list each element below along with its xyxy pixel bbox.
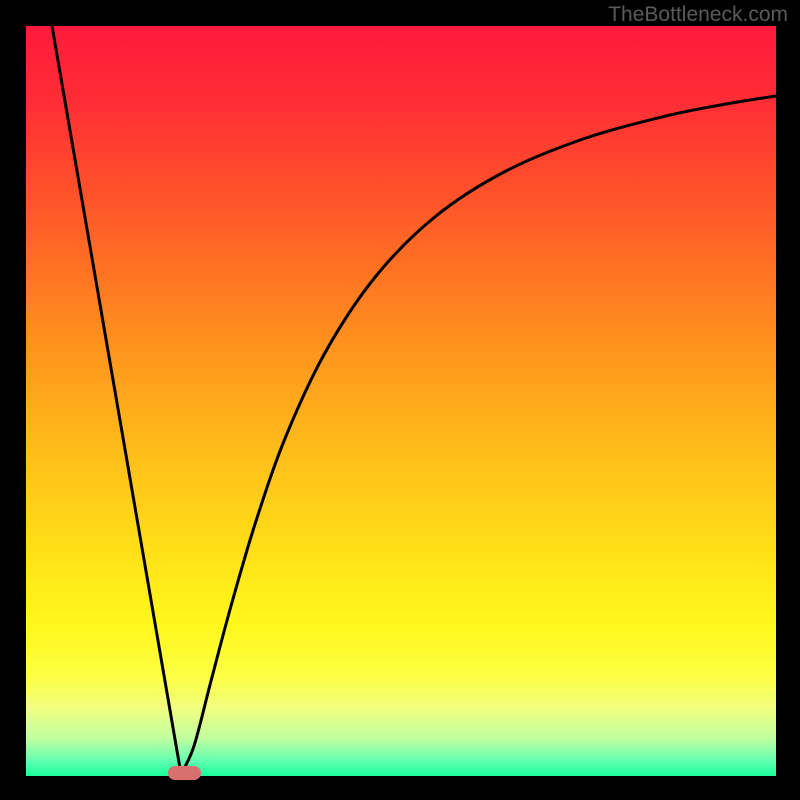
minimum-marker	[168, 766, 201, 780]
plot-area	[26, 26, 776, 776]
curve-overlay	[26, 26, 776, 776]
watermark-text: TheBottleneck.com	[608, 3, 788, 27]
curve-path	[52, 26, 776, 774]
